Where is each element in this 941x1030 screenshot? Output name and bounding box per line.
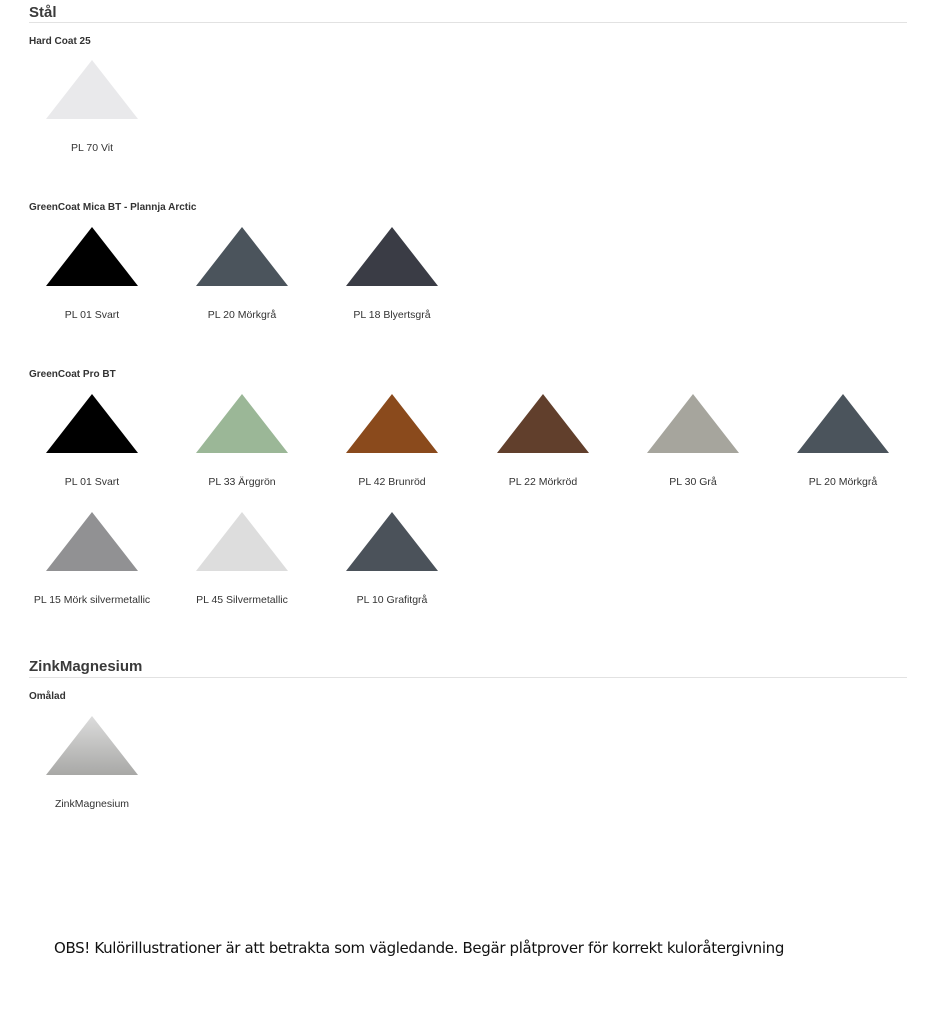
swatch-label: PL 20 Mörkgrå — [207, 309, 277, 321]
swatch-triangle-icon — [346, 394, 438, 453]
color-swatch[interactable]: PL 01 Svart — [17, 227, 167, 322]
disclaimer-note: OBS! Kulörillustrationer är att betrakta… — [54, 939, 784, 957]
color-swatch[interactable]: PL 22 Mörkröd — [468, 394, 618, 489]
section-title-stal: Stål — [29, 3, 907, 23]
swatch-label: PL 70 Vit — [70, 142, 114, 154]
swatch-triangle-icon — [46, 716, 138, 775]
group-title-greencoat-pro-bt: GreenCoat Pro BT — [29, 369, 116, 380]
group-title-hard-coat-25: Hard Coat 25 — [29, 36, 91, 47]
swatch-label: PL 20 Mörkgrå — [808, 476, 878, 488]
swatch-triangle-icon — [346, 227, 438, 286]
swatch-label: PL 22 Mörkröd — [508, 476, 578, 488]
color-swatch[interactable]: PL 45 Silvermetallic — [167, 512, 317, 607]
swatch-label: PL 15 Mörk silvermetallic — [33, 594, 151, 606]
color-swatch[interactable]: PL 15 Mörk silvermetallic — [17, 512, 167, 607]
color-swatch[interactable]: PL 70 Vit — [17, 60, 167, 155]
color-swatch[interactable]: PL 30 Grå — [618, 394, 768, 489]
swatch-triangle-icon — [196, 227, 288, 286]
swatch-label: PL 18 Blyertsgrå — [353, 309, 431, 321]
swatch-label: PL 33 Ärggrön — [208, 476, 276, 488]
swatch-triangle-icon — [346, 512, 438, 571]
color-swatch[interactable]: ZinkMagnesium — [17, 716, 167, 811]
color-swatch[interactable]: PL 01 Svart — [17, 394, 167, 489]
swatch-label: PL 01 Svart — [64, 309, 120, 321]
swatch-label: PL 30 Grå — [669, 476, 717, 488]
color-swatch[interactable]: PL 18 Blyertsgrå — [317, 227, 467, 322]
section-title-zinkmagnesium: ZinkMagnesium — [29, 657, 907, 678]
swatch-label: PL 10 Grafitgrå — [356, 594, 428, 606]
swatch-triangle-icon — [647, 394, 739, 453]
swatch-triangle-icon — [196, 394, 288, 453]
group-title-greencoat-mica-bt: GreenCoat Mica BT - Plannja Arctic — [29, 202, 197, 213]
swatch-triangle-icon — [46, 512, 138, 571]
swatch-triangle-icon — [497, 394, 589, 453]
swatch-label: PL 42 Brunröd — [358, 476, 426, 488]
swatch-triangle-icon — [196, 512, 288, 571]
swatch-label: ZinkMagnesium — [54, 798, 130, 810]
color-swatch[interactable]: PL 20 Mörkgrå — [768, 394, 918, 489]
color-swatch[interactable]: PL 42 Brunröd — [317, 394, 467, 489]
swatch-triangle-icon — [46, 60, 138, 119]
color-swatch[interactable]: PL 20 Mörkgrå — [167, 227, 317, 322]
color-swatch[interactable]: PL 10 Grafitgrå — [317, 512, 467, 607]
swatch-triangle-icon — [46, 227, 138, 286]
swatch-triangle-icon — [46, 394, 138, 453]
color-swatch[interactable]: PL 33 Ärggrön — [167, 394, 317, 489]
swatch-label: PL 01 Svart — [64, 476, 120, 488]
group-title-omalad: Omålad — [29, 691, 66, 702]
swatch-label: PL 45 Silvermetallic — [196, 594, 288, 606]
swatch-triangle-icon — [797, 394, 889, 453]
